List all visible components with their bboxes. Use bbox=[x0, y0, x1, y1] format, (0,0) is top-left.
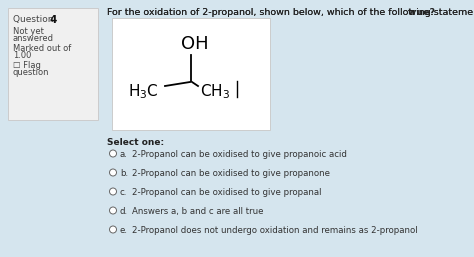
Text: CH$_3$: CH$_3$ bbox=[200, 82, 230, 101]
Text: question: question bbox=[13, 68, 49, 77]
Text: 2-Propanol can be oxidised to give propanoic acid: 2-Propanol can be oxidised to give propa… bbox=[132, 150, 347, 159]
Text: Answers a, b and c are all true: Answers a, b and c are all true bbox=[132, 207, 264, 216]
Text: d.: d. bbox=[120, 207, 128, 216]
Text: Not yet: Not yet bbox=[13, 27, 44, 36]
Circle shape bbox=[109, 226, 117, 233]
Text: a.: a. bbox=[120, 150, 128, 159]
Text: For the oxidation of 2-propanol, shown below, which of the following statements : For the oxidation of 2-propanol, shown b… bbox=[107, 8, 474, 17]
FancyBboxPatch shape bbox=[112, 18, 270, 130]
FancyBboxPatch shape bbox=[8, 8, 98, 120]
Text: e.: e. bbox=[120, 226, 128, 235]
Text: 4: 4 bbox=[50, 15, 57, 25]
Text: c.: c. bbox=[120, 188, 128, 197]
Circle shape bbox=[109, 188, 117, 195]
Text: 1.00: 1.00 bbox=[13, 51, 31, 60]
Text: 2-Propanol can be oxidised to give propanal: 2-Propanol can be oxidised to give propa… bbox=[132, 188, 321, 197]
Text: OH: OH bbox=[181, 35, 209, 53]
Text: 2-Propanol does not undergo oxidation and remains as 2-propanol: 2-Propanol does not undergo oxidation an… bbox=[132, 226, 418, 235]
Text: true?: true? bbox=[408, 8, 436, 17]
Text: answered: answered bbox=[13, 34, 54, 43]
Text: b.: b. bbox=[120, 169, 128, 178]
Text: For the oxidation of 2-propanol, shown below, which of the following statements : For the oxidation of 2-propanol, shown b… bbox=[107, 8, 474, 17]
Text: ☐ Flag: ☐ Flag bbox=[13, 61, 41, 70]
Text: Select one:: Select one: bbox=[107, 138, 164, 147]
Circle shape bbox=[109, 150, 117, 157]
Circle shape bbox=[109, 207, 117, 214]
Text: Question: Question bbox=[13, 15, 56, 24]
Text: H$_3$C: H$_3$C bbox=[128, 82, 159, 101]
Text: Marked out of: Marked out of bbox=[13, 44, 71, 53]
Circle shape bbox=[109, 169, 117, 176]
Text: 2-Propanol can be oxidised to give propanone: 2-Propanol can be oxidised to give propa… bbox=[132, 169, 330, 178]
